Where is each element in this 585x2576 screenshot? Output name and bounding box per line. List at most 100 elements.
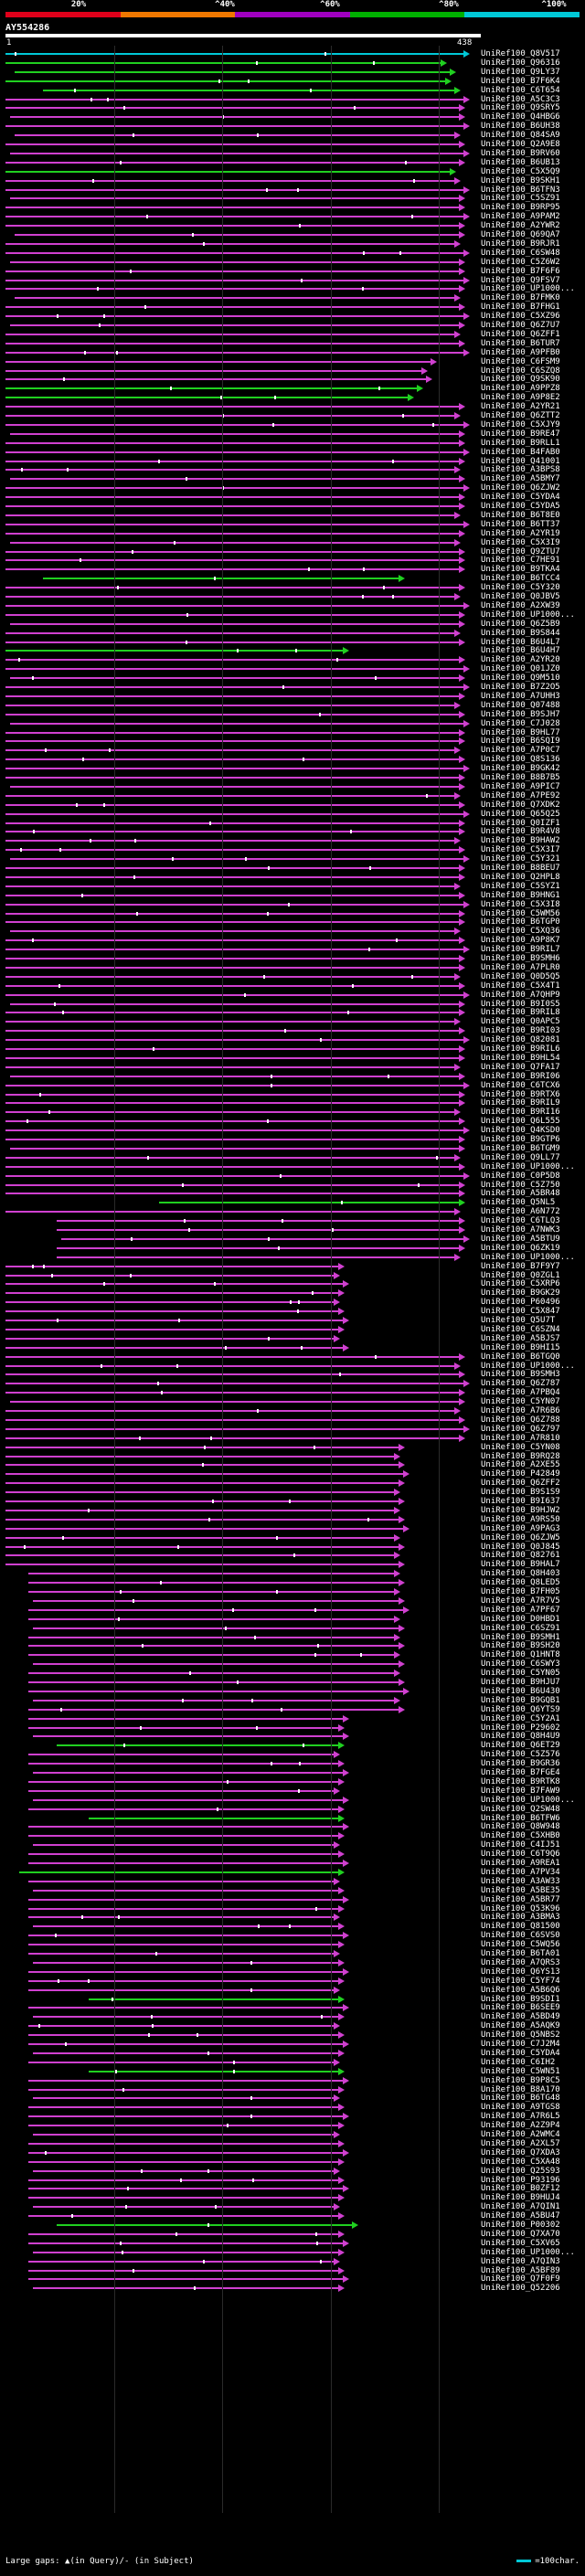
hit-row[interactable]: UniRef100_B9R4V8 [0, 827, 585, 837]
hit-row[interactable]: UniRef100_A2YR20 [0, 655, 585, 664]
hit-row[interactable]: UniRef100_A9PIC7 [0, 782, 585, 791]
hit-row[interactable]: UniRef100_A9PPZ8 [0, 384, 585, 393]
hit-label[interactable]: UniRef100_C5XRP6 [481, 1279, 560, 1289]
hit-label[interactable]: UniRef100_B9HL54 [481, 1053, 560, 1063]
hit-label[interactable]: UniRef100_B9SMH3 [481, 1370, 560, 1380]
hit-label[interactable]: UniRef100_B9I637 [481, 1497, 560, 1506]
hit-label[interactable]: UniRef100_B8B7B5 [481, 773, 560, 782]
hit-label[interactable]: UniRef100_A5BE35 [481, 1885, 560, 1895]
hit-row[interactable]: UniRef100_A2XL57 [0, 2139, 585, 2148]
hit-label[interactable]: UniRef100_A9TGS8 [481, 2103, 560, 2113]
hit-label[interactable]: UniRef100_B9R4V8 [481, 827, 560, 837]
hit-row[interactable]: UniRef100_C5Y321 [0, 854, 585, 864]
hit-label[interactable]: UniRef100_B7Z2O5 [481, 683, 560, 692]
hit-label[interactable]: UniRef100_A9P8K7 [481, 936, 560, 946]
hit-label[interactable]: UniRef100_C6SZN4 [481, 1324, 560, 1334]
hit-row[interactable]: UniRef100_B6TG48 [0, 2094, 585, 2103]
hit-label[interactable]: UniRef100_Q01JZ0 [481, 664, 560, 674]
hit-label[interactable]: UniRef100_B9RE47 [481, 429, 560, 439]
hit-label[interactable]: UniRef100_B9RTX6 [481, 1089, 560, 1099]
hit-label[interactable]: UniRef100_UP1000... [481, 1795, 575, 1805]
hit-row[interactable]: UniRef100_Q4KSD0 [0, 1126, 585, 1135]
hit-label[interactable]: UniRef100_B6TA01 [481, 1949, 560, 1958]
hit-label[interactable]: UniRef100_B6TFN3 [481, 185, 560, 195]
hit-label[interactable]: UniRef100_Q0J845 [481, 1542, 560, 1552]
hit-label[interactable]: UniRef100_Q6ET29 [481, 1741, 560, 1751]
hit-row[interactable]: UniRef100_C6IH2 [0, 2057, 585, 2067]
hit-label[interactable]: UniRef100_C6IH2 [481, 2057, 556, 2067]
hit-row[interactable]: UniRef100_D0HBD1 [0, 1615, 585, 1624]
hit-row[interactable]: UniRef100_A5BE35 [0, 1885, 585, 1895]
hit-row[interactable]: UniRef100_A7QHP9 [0, 991, 585, 1000]
hit-label[interactable]: UniRef100_B7FH05 [481, 1587, 560, 1596]
hit-label[interactable]: UniRef100_C0P5D8 [481, 1171, 560, 1181]
hit-row[interactable]: UniRef100_A9PAG3 [0, 1524, 585, 1533]
hit-label[interactable]: UniRef100_UP1000... [481, 1361, 575, 1371]
hit-row[interactable]: UniRef100_C5XHB0 [0, 1831, 585, 1840]
hit-row[interactable]: UniRef100_UP1000... [0, 2248, 585, 2257]
hit-label[interactable]: UniRef100_B9SMH6 [481, 954, 560, 963]
hit-label[interactable]: UniRef100_B9HJU7 [481, 1678, 560, 1687]
hit-row[interactable]: UniRef100_C5X847 [0, 1307, 585, 1316]
hit-label[interactable]: UniRef100_C5YN08 [481, 1442, 560, 1452]
hit-label[interactable]: UniRef100_C6SZQ8 [481, 366, 560, 376]
hit-label[interactable]: UniRef100_B9HI15 [481, 1342, 560, 1352]
hit-row[interactable]: UniRef100_C5WN51 [0, 2067, 585, 2076]
hit-row[interactable]: UniRef100_B6SQI9 [0, 737, 585, 746]
hit-label[interactable]: UniRef100_A7R6L5 [481, 2112, 560, 2122]
hit-row[interactable]: UniRef100_A5BMY7 [0, 474, 585, 483]
hit-row[interactable]: UniRef100_B9RIL6 [0, 1044, 585, 1054]
hit-row[interactable]: UniRef100_B9RI06 [0, 1072, 585, 1081]
hit-row[interactable]: UniRef100_Q7F0F9 [0, 2274, 585, 2284]
hit-label[interactable]: UniRef100_Q6ZFF2 [481, 1479, 560, 1489]
hit-label[interactable]: UniRef100_B6T8E0 [481, 510, 560, 520]
hit-row[interactable]: UniRef100_A5BR77 [0, 1895, 585, 1904]
hit-row[interactable]: UniRef100_C6SWY3 [0, 1659, 585, 1670]
hit-row[interactable]: UniRef100_B9TKA4 [0, 565, 585, 574]
hit-label[interactable]: UniRef100_B9SKH1 [481, 175, 560, 186]
hit-label[interactable]: UniRef100_A5BR48 [481, 1189, 560, 1199]
hit-row[interactable]: UniRef100_Q9FSV7 [0, 276, 585, 285]
hit-label[interactable]: UniRef100_Q6ZJW2 [481, 483, 560, 493]
hit-label[interactable]: UniRef100_Q8V517 [481, 49, 560, 58]
hit-label[interactable]: UniRef100_B6SQI9 [481, 737, 560, 747]
hit-label[interactable]: UniRef100_A3BMA3 [481, 1913, 560, 1923]
hit-label[interactable]: UniRef100_C6SWY3 [481, 1659, 560, 1670]
hit-label[interactable]: UniRef100_C5X3I7 [481, 845, 560, 855]
hit-row[interactable]: UniRef100_C5X5Q9 [0, 167, 585, 176]
hit-label[interactable]: UniRef100_Q7XDK2 [481, 800, 560, 810]
hit-row[interactable]: UniRef100_Q2HPL8 [0, 873, 585, 882]
hit-row[interactable]: UniRef100_A7R6L5 [0, 2112, 585, 2122]
hit-label[interactable]: UniRef100_A7QIN3 [481, 2256, 560, 2266]
hit-label[interactable]: UniRef100_A2YR21 [481, 402, 560, 412]
hit-label[interactable]: UniRef100_B6UH38 [481, 122, 560, 132]
hit-row[interactable]: UniRef100_A7PE92 [0, 791, 585, 800]
hit-row[interactable]: UniRef100_Q7XDA3 [0, 2148, 585, 2157]
hit-row[interactable]: UniRef100_A2YR19 [0, 529, 585, 538]
hit-label[interactable]: UniRef100_C5XJY9 [481, 419, 560, 429]
hit-label[interactable]: UniRef100_B9P8C5 [481, 2075, 560, 2085]
hit-row[interactable]: UniRef100_A7NWK3 [0, 1225, 585, 1235]
hit-label[interactable]: UniRef100_Q6YTS9 [481, 1704, 560, 1714]
hit-label[interactable]: UniRef100_A7UHH3 [481, 691, 560, 701]
hit-row[interactable]: UniRef100_B9RI16 [0, 1108, 585, 1117]
hit-label[interactable]: UniRef100_B6TCC4 [481, 574, 560, 584]
hit-label[interactable]: UniRef100_B6TGQ0 [481, 1352, 560, 1362]
hit-label[interactable]: UniRef100_Q7FA17 [481, 1062, 560, 1072]
hit-label[interactable]: UniRef100_C5X4T1 [481, 981, 560, 991]
hit-row[interactable]: UniRef100_B7FGE4 [0, 1768, 585, 1777]
hit-label[interactable]: UniRef100_Q6ZFF1 [481, 329, 560, 339]
hit-row[interactable]: UniRef100_Q81500 [0, 1922, 585, 1931]
hit-label[interactable]: UniRef100_C5XQ36 [481, 927, 560, 937]
hit-row[interactable]: UniRef100_Q6YTS9 [0, 1704, 585, 1714]
hit-label[interactable]: UniRef100_A7NWK3 [481, 1225, 560, 1235]
hit-label[interactable]: UniRef100_B6TFW6 [481, 1813, 560, 1823]
hit-row[interactable]: UniRef100_C5X4T1 [0, 981, 585, 991]
hit-label[interactable]: UniRef100_Q2A9E8 [481, 140, 560, 149]
hit-row[interactable]: UniRef100_A5BF89 [0, 2266, 585, 2275]
hit-row[interactable]: UniRef100_C0P5D8 [0, 1171, 585, 1181]
hit-row[interactable]: UniRef100_A5BR48 [0, 1189, 585, 1199]
hit-label[interactable]: UniRef100_Q84SA9 [481, 131, 560, 141]
hit-row[interactable]: UniRef100_Q2SW48 [0, 1805, 585, 1814]
hit-row[interactable]: UniRef100_C6SZQ8 [0, 366, 585, 376]
